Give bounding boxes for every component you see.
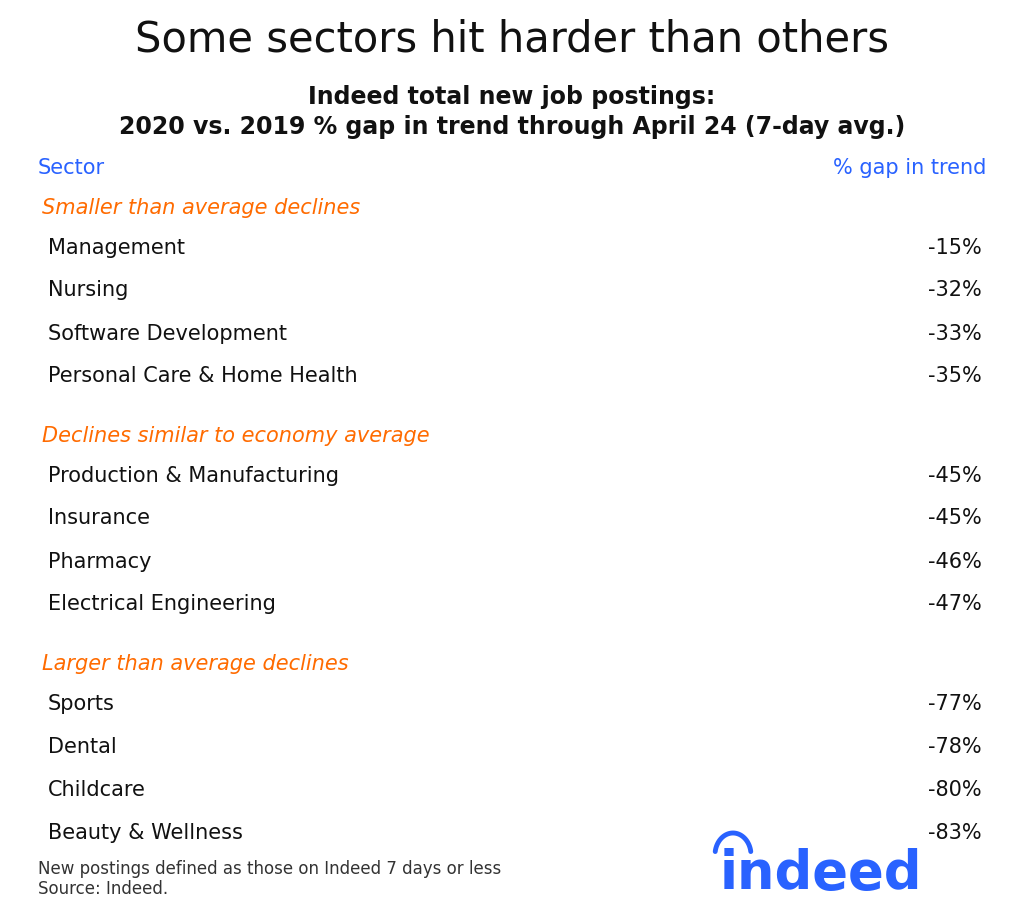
Text: -45%: -45% <box>928 509 982 529</box>
Text: -15%: -15% <box>928 237 982 258</box>
Text: Declines similar to economy average: Declines similar to economy average <box>42 426 430 446</box>
Text: Management: Management <box>48 237 185 258</box>
Text: Pharmacy: Pharmacy <box>48 551 152 571</box>
Text: Indeed total new job postings:: Indeed total new job postings: <box>308 85 716 109</box>
Text: Beauty & Wellness: Beauty & Wellness <box>48 823 243 843</box>
Text: -83%: -83% <box>929 823 982 843</box>
Text: Software Development: Software Development <box>48 323 287 344</box>
Text: -47%: -47% <box>928 595 982 614</box>
Text: -77%: -77% <box>928 693 982 713</box>
Text: 2020 vs. 2019 % gap in trend through April 24 (7-day avg.): 2020 vs. 2019 % gap in trend through Apr… <box>119 115 905 139</box>
Text: indeed: indeed <box>720 848 923 900</box>
Text: Insurance: Insurance <box>48 509 150 529</box>
Text: % gap in trend: % gap in trend <box>833 158 986 178</box>
Text: Production & Manufacturing: Production & Manufacturing <box>48 465 339 485</box>
Text: Larger than average declines: Larger than average declines <box>42 654 348 674</box>
Text: Electrical Engineering: Electrical Engineering <box>48 595 275 614</box>
Text: -45%: -45% <box>928 465 982 485</box>
Text: Some sectors hit harder than others: Some sectors hit harder than others <box>135 18 889 60</box>
Text: Source: Indeed.: Source: Indeed. <box>38 880 168 898</box>
Text: -46%: -46% <box>928 551 982 571</box>
Text: -78%: -78% <box>929 737 982 757</box>
Text: -32%: -32% <box>928 281 982 300</box>
Text: New postings defined as those on Indeed 7 days or less: New postings defined as those on Indeed … <box>38 860 502 878</box>
Text: Nursing: Nursing <box>48 281 128 300</box>
Text: Childcare: Childcare <box>48 779 145 799</box>
Text: -33%: -33% <box>928 323 982 344</box>
Text: Smaller than average declines: Smaller than average declines <box>42 198 360 218</box>
Text: -35%: -35% <box>928 367 982 386</box>
Text: -80%: -80% <box>929 779 982 799</box>
Text: Personal Care & Home Health: Personal Care & Home Health <box>48 367 357 386</box>
Text: Sector: Sector <box>38 158 105 178</box>
Text: Dental: Dental <box>48 737 117 757</box>
Text: Sports: Sports <box>48 693 115 713</box>
